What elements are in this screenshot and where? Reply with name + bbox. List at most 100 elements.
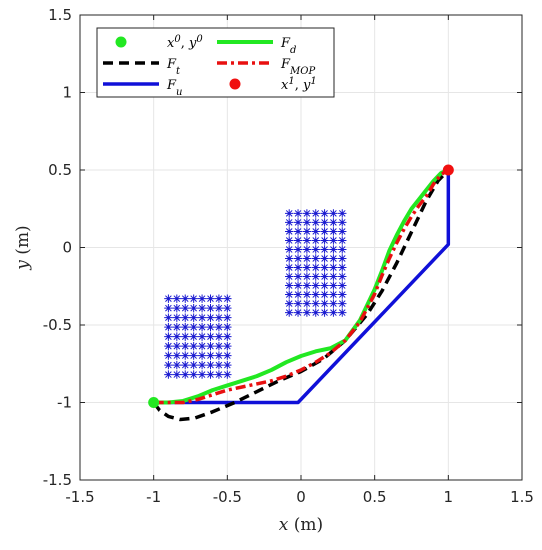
obstacle-marker [181,294,190,303]
obstacle-marker [197,332,207,341]
obstacle-marker [329,272,338,281]
obstacle-marker [181,370,190,379]
obstacle-marker [164,313,173,322]
x-axis-label: x (m) [279,515,323,535]
obstacle-marker [223,370,232,379]
series-line-Fmop [153,168,450,405]
obstacle-marker [329,227,338,236]
obstacle-marker [320,308,329,317]
obstacle-marker [181,322,190,332]
obstacle-marker [223,322,232,332]
obstacle-marker [197,322,207,332]
obstacle-marker [197,294,207,303]
obstacle-marker [293,218,303,227]
obstacle-marker [338,263,347,272]
obstacle-marker [311,290,320,299]
y-tick-label: -1 [57,394,72,412]
obstacle-marker [206,370,215,379]
obstacle-marker [189,303,198,313]
y-tick-label: 1 [62,84,72,102]
obstacle-marker [302,263,312,272]
legend-label-Fmop: FMOP [280,57,315,77]
obstacle-marker [329,254,338,263]
obstacle-marker [293,281,303,290]
obstacle-marker [181,360,190,370]
obstacle-marker [329,245,338,254]
obstacle-marker [329,290,338,299]
obstacle-marker [223,332,232,341]
obstacle-marker [320,290,329,299]
obstacle-marker [302,290,312,299]
obstacle-marker [197,370,207,379]
axis-labels: x (m) y (m) [13,225,323,535]
obstacle-marker [189,332,198,341]
obstacle-marker [172,360,182,370]
obstacle-marker [181,303,190,313]
obstacle-marker [223,303,232,313]
obstacle-marker [320,245,329,254]
obstacle-marker [285,272,294,281]
obstacle-marker [181,351,190,360]
obstacle-marker [206,294,215,303]
obstacle-marker [285,308,294,317]
obstacle-marker [338,290,347,299]
obstacle-marker [285,254,294,263]
obstacle-marker [189,313,198,322]
obstacle-marker [320,299,329,308]
obstacle-marker [197,360,207,370]
obstacle-marker [164,370,173,379]
x-tick-label: 1 [444,488,454,506]
obstacle-marker [206,332,215,341]
obstacle-marker [285,209,294,218]
series-lines [152,168,451,422]
obstacle-marker [329,236,338,245]
obstacle-marker [206,341,215,351]
obstacle-marker [293,245,303,254]
obstacle-marker [320,254,329,263]
legend-marker-goal [229,78,241,90]
obstacle-marker [164,360,173,370]
obstacle-marker [172,294,182,303]
obstacle-marker [206,322,215,332]
obstacle-marker [172,303,182,313]
obstacle-marker [214,313,224,322]
obstacle-marker [338,218,347,227]
obstacle-marker [189,351,198,360]
obstacle-marker [164,332,173,341]
obstacle-marker [293,227,303,236]
obstacle-marker [223,313,232,322]
legend-marker-start [115,36,127,48]
y-tick-label: 0 [62,239,72,257]
obstacle-marker [320,218,329,227]
obstacle-marker [214,351,224,360]
obstacle-marker [329,218,338,227]
obstacle-marker [293,263,303,272]
obstacle-marker [197,303,207,313]
x-tick-label: 0 [296,488,306,506]
obstacle-marker [164,294,173,303]
obstacle-marker [293,290,303,299]
obstacle-marker [329,281,338,290]
x-tick-label: -0.5 [213,488,242,506]
y-tick-label: 1.5 [48,6,72,24]
obstacle-marker [302,281,312,290]
obstacle-marker [338,272,347,281]
obstacle-marker [311,218,320,227]
obstacle-marker [302,308,312,317]
obstacle-marker [338,236,347,245]
legend-label-Ft: Ft [166,57,181,77]
obstacle-marker [197,313,207,322]
obstacle-marker [338,254,347,263]
obstacle-marker [320,236,329,245]
obstacle-marker [302,272,312,281]
obstacle-marker [285,299,294,308]
obstacle-marker [338,209,347,218]
obstacle-marker [311,245,320,254]
obstacle-marker [214,370,224,379]
obstacle-marker [172,322,182,332]
obstacle-marker [285,236,294,245]
obstacle-marker [189,294,198,303]
obstacle-marker [214,360,224,370]
legend-label-goal: x1, y1 [281,76,317,94]
obstacle-marker [214,332,224,341]
